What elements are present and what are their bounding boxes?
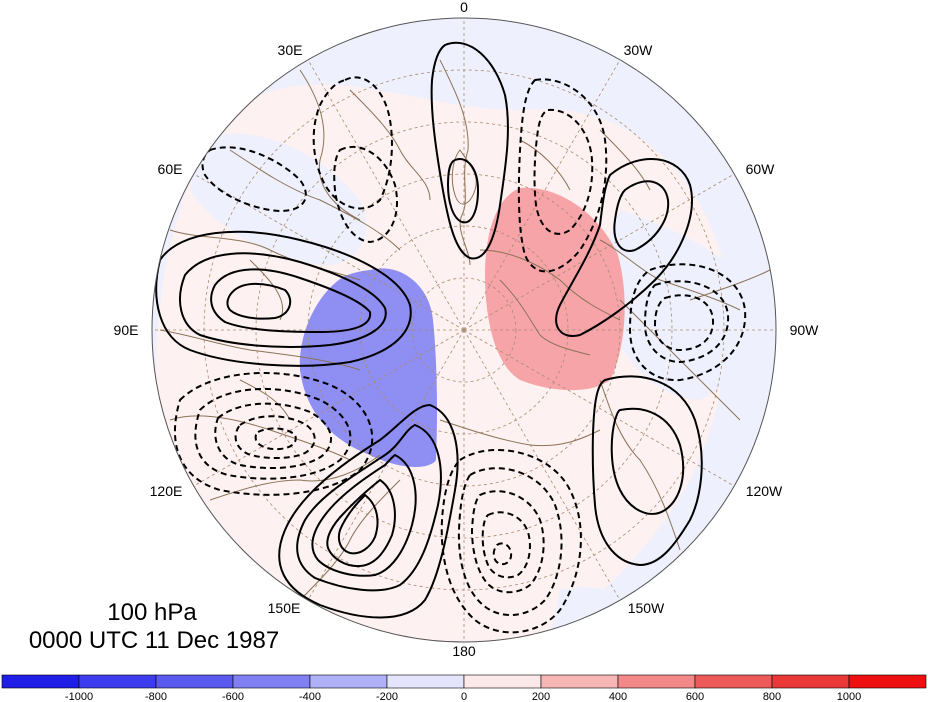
colorbar-tick-label: 800	[763, 691, 781, 702]
colorbar-swatch	[463, 674, 542, 689]
colorbar-tick-label: -1000	[65, 691, 93, 702]
colorbar-swatch	[78, 674, 157, 689]
negative-shading-region	[540, 587, 690, 642]
map-boundary	[151, 17, 777, 643]
colorbar-tick-label: 600	[686, 691, 704, 702]
negative-shading-region	[604, 210, 762, 400]
lon-label-150e: 150E	[268, 600, 301, 616]
coastlines	[159, 59, 771, 601]
colorbar-tick-labels: -1000 -800 -600 -400 -200 0 200 400 600 800 1000	[65, 691, 861, 702]
colorbar-tick-label: -800	[145, 691, 167, 702]
lon-label-90e: 90E	[114, 322, 139, 338]
colorbar-swatch	[540, 674, 619, 689]
strong-positive-shading	[485, 187, 625, 391]
meridian-line	[463, 173, 735, 331]
colorbar-swatch	[232, 674, 311, 689]
colorbar-swatch	[309, 674, 388, 689]
colorbar-swatch	[386, 674, 465, 689]
colorbar-tick-label: 200	[532, 691, 550, 702]
meridian-line	[193, 329, 465, 487]
lon-label-150w: 150W	[628, 600, 665, 616]
lon-label-60e: 60E	[158, 161, 183, 177]
colorbar-swatch	[694, 674, 773, 689]
timestamp-label: 0000 UTC 11 Dec 1987	[29, 627, 279, 654]
lon-label-30e: 30E	[278, 42, 303, 58]
colorbar	[1, 674, 927, 689]
lon-label-30w: 30W	[624, 42, 654, 58]
negative-contours	[174, 76, 747, 634]
pressure-level-label: 100 hPa	[107, 599, 197, 626]
meridian-line	[463, 59, 621, 331]
meridian-line	[307, 59, 465, 331]
colorbar-tick-label: 1000	[837, 691, 861, 702]
strong-negative-shading	[299, 268, 437, 467]
lon-label-60w: 60W	[746, 161, 776, 177]
colorbar-tick-label: -600	[222, 691, 244, 702]
lon-label-90w: 90W	[790, 322, 820, 338]
colorbar-tick-label: -200	[376, 691, 398, 702]
colorbar-tick-label: 0	[461, 691, 467, 702]
meridian-line	[463, 329, 735, 487]
colorbar-swatch	[617, 674, 696, 689]
colorbar-swatch	[155, 674, 234, 689]
longitude-labels: 0 30W 60W 90W 120W 150W 180 150E 120E 90…	[114, 0, 820, 659]
colorbar-swatch	[1, 674, 80, 689]
lon-label-0: 0	[460, 0, 468, 15]
colorbar-tick-label: -400	[299, 691, 321, 702]
positive-contours	[155, 42, 703, 619]
lon-label-120w: 120W	[746, 483, 783, 499]
lon-label-120e: 120E	[150, 483, 183, 499]
lon-label-180: 180	[452, 643, 476, 659]
map-disk	[152, 18, 776, 642]
meridian-line	[463, 329, 621, 601]
colorbar-swatch	[771, 674, 850, 689]
colorbar-swatch	[848, 674, 927, 689]
colorbar-tick-label: 400	[609, 691, 627, 702]
